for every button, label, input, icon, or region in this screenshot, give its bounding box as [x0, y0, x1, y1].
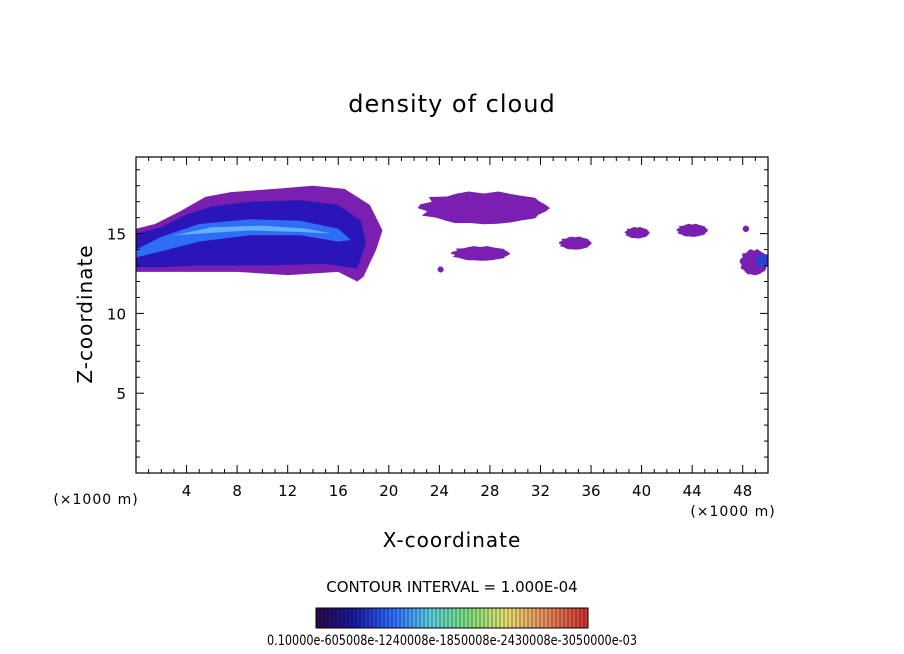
x-tick-label: 32	[531, 482, 550, 500]
y-tick-label: 10	[107, 305, 126, 323]
x-tick-label: 44	[683, 482, 702, 500]
cloud-upper-wisp	[417, 191, 550, 225]
cloud-patch-48	[742, 225, 750, 233]
y-tick-label: 5	[116, 385, 126, 403]
x-tick-labels: 4 8 12 16 20 24 28 32 36 40 44 48	[182, 482, 752, 500]
y-axis-title: Z-coordinate	[73, 244, 97, 383]
cloud-main-peak	[173, 225, 332, 236]
contour-interval-label: CONTOUR INTERVAL = 1.000E-04	[326, 578, 577, 596]
x-tick-label: 8	[232, 482, 242, 500]
x-tick-label: 40	[632, 482, 651, 500]
x-tick-label: 12	[278, 482, 297, 500]
cloud-field	[136, 185, 768, 282]
cloud-lower-wisp-left	[437, 266, 444, 273]
cloud-mid-wisp	[450, 246, 511, 261]
x-unit-label: (×1000 m)	[690, 504, 775, 520]
cloud-patch-39	[624, 227, 650, 239]
x-tick-label: 20	[379, 482, 398, 500]
x-tick-label: 28	[480, 482, 499, 500]
x-tick-label: 24	[430, 482, 449, 500]
colorbar-stripes	[315, 608, 585, 628]
cloud-patch-34	[558, 236, 592, 250]
x-tick-label: 4	[182, 482, 192, 500]
x-tick-label: 36	[581, 482, 600, 500]
cloud-patch-43	[676, 223, 709, 237]
y-tick-labels: 5 10 15	[107, 226, 126, 404]
cloud-edge-cloud-inner	[755, 254, 768, 268]
z-unit-label: (×1000 m)	[53, 492, 138, 508]
y-tick-label: 15	[107, 226, 126, 244]
chart-title: density of cloud	[348, 90, 555, 118]
colorbar-labels: 0.10000e-605008e-1240008e-1850008e-24300…	[267, 633, 637, 649]
x-tick-label: 48	[733, 482, 752, 500]
x-axis-title: X-coordinate	[383, 528, 522, 552]
axis-ticks	[136, 157, 768, 473]
x-tick-label: 16	[329, 482, 348, 500]
